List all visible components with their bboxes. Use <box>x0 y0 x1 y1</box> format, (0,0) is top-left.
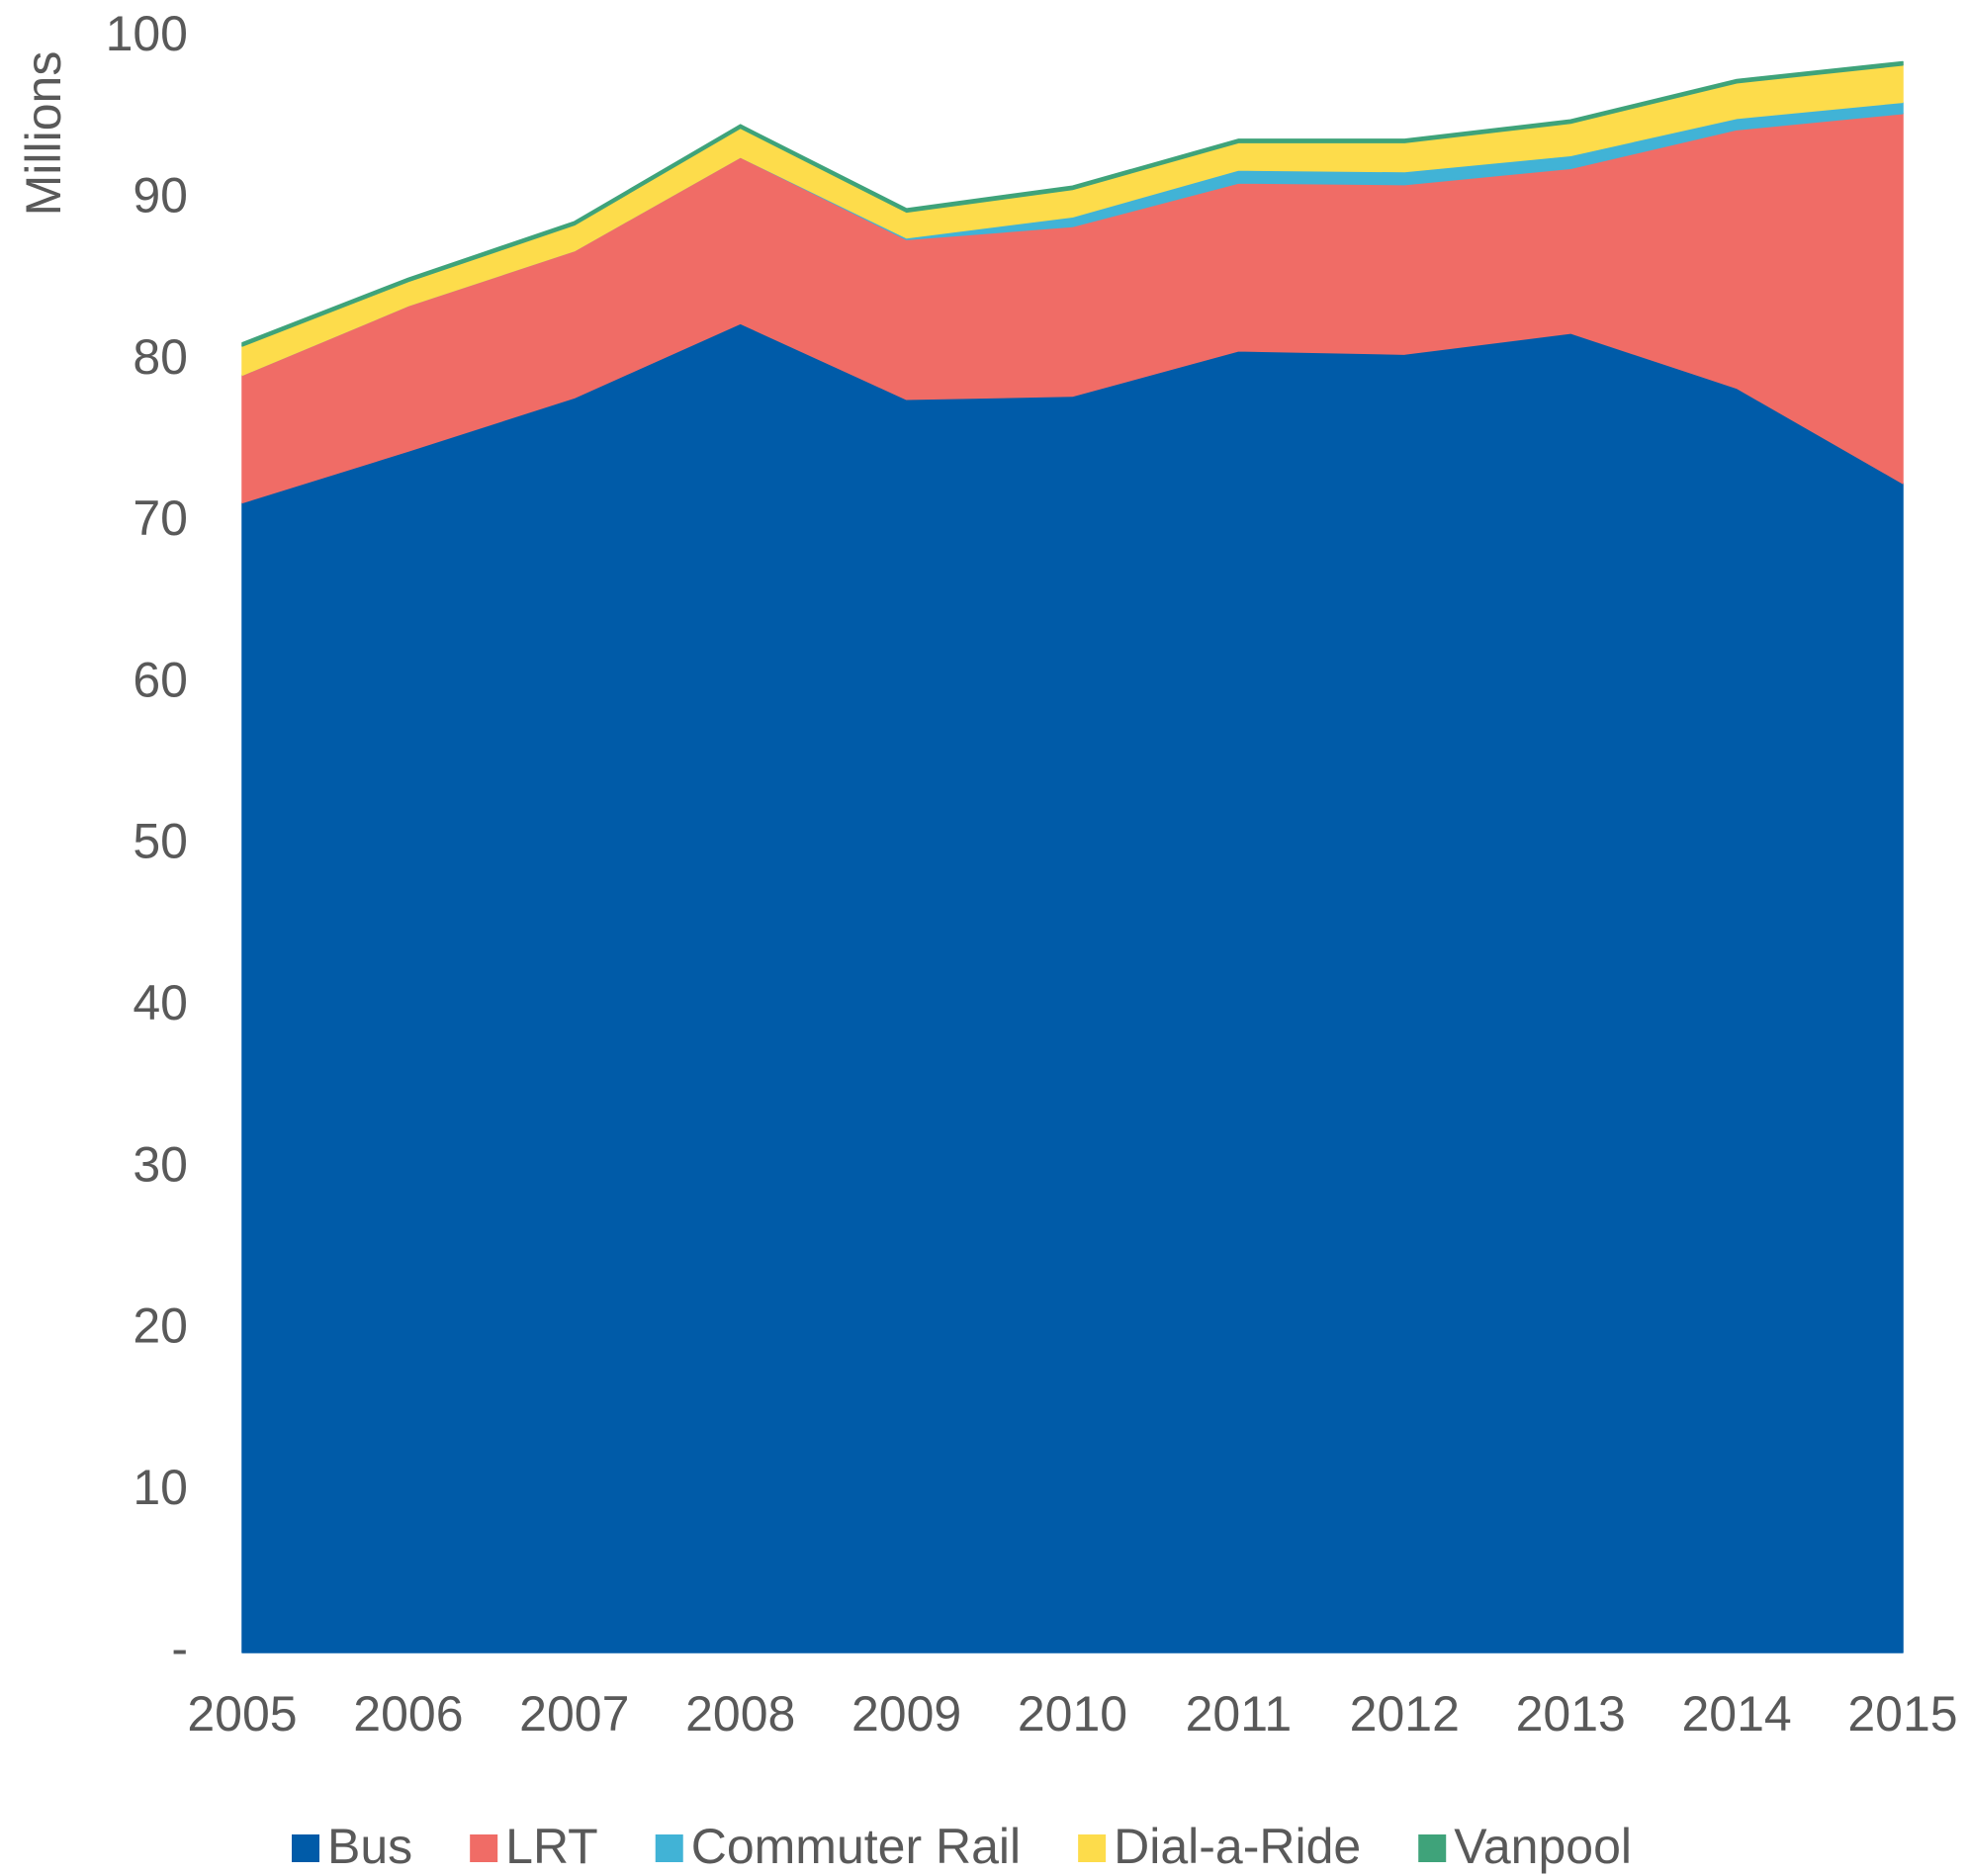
y-tick-label: 30 <box>133 1136 188 1192</box>
x-tick-label: 2014 <box>1681 1686 1791 1742</box>
area <box>241 322 1904 1653</box>
legend-swatch <box>655 1834 683 1862</box>
x-tick-label: 2011 <box>1186 1686 1293 1742</box>
x-tick-label: 2013 <box>1516 1686 1626 1742</box>
x-tick-label: 2009 <box>851 1686 961 1742</box>
legend-label: LRT <box>505 1819 598 1874</box>
y-tick-label: 40 <box>133 975 188 1030</box>
y-tick-label: 20 <box>133 1298 188 1354</box>
y-tick-label: 10 <box>133 1460 188 1515</box>
legend-swatch <box>1418 1834 1447 1862</box>
legend-swatch <box>470 1834 498 1862</box>
legend-swatch <box>292 1834 319 1862</box>
x-tick-label: 2005 <box>187 1686 297 1742</box>
y-tick-label: - <box>171 1621 188 1676</box>
y-tick-label: 60 <box>133 652 188 707</box>
x-tick-label: 2010 <box>1018 1686 1127 1742</box>
legend-swatch <box>1078 1834 1107 1862</box>
x-tick-label: 2007 <box>519 1686 629 1742</box>
y-axis-label: Millions <box>16 51 71 217</box>
area <box>241 60 1904 347</box>
x-tick-label: 2008 <box>685 1686 795 1742</box>
x-tick-label: 2006 <box>353 1686 463 1742</box>
y-tick-label: 80 <box>133 329 188 385</box>
y-tick-label: 100 <box>106 6 188 61</box>
legend-label: Bus <box>327 1819 412 1874</box>
legend-label: Commuter Rail <box>691 1819 1021 1874</box>
legend-label: Dial-a-Ride <box>1114 1819 1361 1874</box>
y-tick-label: 50 <box>133 814 188 869</box>
x-tick-label: 2012 <box>1350 1686 1460 1742</box>
x-tick-label: 2015 <box>1847 1686 1957 1742</box>
legend-label: Vanpool <box>1454 1819 1632 1874</box>
y-tick-label: 70 <box>133 491 188 546</box>
y-tick-label: 90 <box>133 168 188 223</box>
